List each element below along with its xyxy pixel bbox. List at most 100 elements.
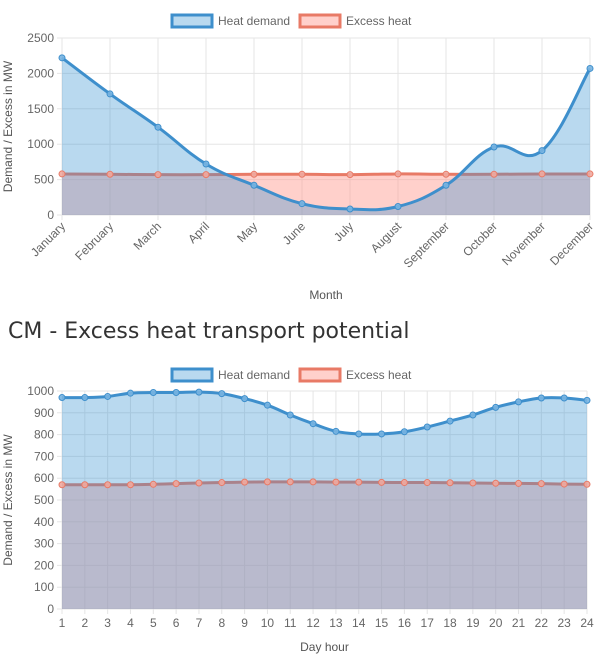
hourly-legend-label: Excess heat — [346, 368, 412, 382]
monthly-heat-demand-point — [298, 200, 306, 208]
monthly-y-tick-label: 1000 — [27, 137, 54, 151]
hourly-x-tick-label: 19 — [466, 616, 480, 630]
hourly-y-tick-label: 800 — [34, 428, 54, 442]
hourly-excess-heat-point — [378, 478, 386, 486]
hourly-excess-heat-area — [62, 481, 587, 609]
monthly-y-tick-label: 0 — [47, 208, 54, 222]
hourly-heat-demand-point — [332, 427, 340, 435]
monthly-x-tick-label: June — [280, 219, 309, 248]
monthly-x-axis-title: Month — [309, 288, 342, 302]
hourly-excess-heat-point — [218, 479, 226, 487]
monthly-heat-demand-point — [346, 205, 354, 213]
hourly-heat-demand-point — [81, 394, 89, 402]
hourly-y-tick-label: 500 — [34, 493, 54, 507]
hourly-y-axis-title: Demand / Excess in MW — [1, 434, 15, 566]
monthly-x-tick-label: March — [131, 219, 164, 252]
hourly-heat-demand-point — [515, 398, 523, 406]
hourly-heat-demand-point — [400, 428, 408, 436]
monthly-x-tick-label: July — [331, 219, 356, 244]
hourly-heat-demand-point — [104, 392, 112, 400]
monthly-heat-demand-point — [202, 160, 210, 168]
hourly-heat-demand-point — [241, 395, 249, 403]
monthly-excess-heat-point — [106, 170, 114, 178]
monthly-legend-label: Excess heat — [346, 14, 412, 28]
monthly-x-tick-label: May — [234, 219, 260, 245]
hourly-heat-demand-point — [309, 420, 317, 428]
monthly-excess-heat-point — [250, 170, 258, 178]
hourly-x-tick-label: 15 — [375, 616, 389, 630]
hourly-y-tick-label: 900 — [34, 406, 54, 420]
monthly-heat-demand-point — [250, 181, 258, 189]
monthly-legend-item-heat-demand: Heat demand — [170, 13, 290, 29]
hourly-y-tick-label: 200 — [34, 558, 54, 572]
monthly-x-tick-label: October — [460, 219, 500, 259]
hourly-y-axis: 0 100 200 300 400 500 600 700 800 900 1000 — [27, 384, 54, 616]
hourly-excess-heat-point — [515, 479, 523, 487]
monthly-y-tick-label: 1500 — [27, 102, 54, 116]
monthly-x-tick-label: September — [401, 219, 452, 270]
hourly-excess-heat-point — [263, 478, 271, 486]
hourly-x-tick-label: 3 — [104, 616, 111, 630]
hourly-heat-demand-point — [286, 411, 294, 419]
monthly-grid — [57, 37, 591, 220]
hourly-excess-heat-point — [126, 481, 134, 489]
monthly-heat-demand-points — [58, 54, 594, 213]
hourly-x-tick-label: 24 — [580, 616, 594, 630]
monthly-excess-heat-point — [298, 170, 306, 178]
hourly-legend-item-heat-demand: Heat demand — [170, 367, 290, 383]
monthly-excess-heat-points — [58, 170, 594, 179]
hourly-excess-heat-point — [81, 481, 89, 489]
hourly-x-tick-label: 23 — [557, 616, 571, 630]
monthly-heat-demand-point — [490, 143, 498, 151]
hourly-heat-demand-point — [560, 394, 568, 402]
hourly-y-tick-label: 300 — [34, 537, 54, 551]
hourly-x-tick-label: 8 — [218, 616, 225, 630]
monthly-excess-heat-point — [154, 171, 162, 179]
hourly-excess-heat-point — [172, 480, 180, 488]
monthly-heat-demand-point — [106, 90, 114, 98]
hourly-y-tick-label: 400 — [34, 515, 54, 529]
hourly-heat-demand-point — [583, 396, 591, 404]
monthly-y-axis: 0 500 1000 1500 2000 2500 — [27, 31, 54, 222]
monthly-y-tick-label: 2500 — [27, 31, 54, 45]
hourly-x-tick-label: 18 — [443, 616, 457, 630]
monthly-excess-heat-area — [62, 173, 590, 215]
monthly-demand-chart: Heat demand Excess heat 0 500 1000 1500 2000 25… — [1, 13, 596, 302]
monthly-excess-heat-point — [586, 170, 594, 178]
hourly-x-tick-label: 16 — [398, 616, 412, 630]
hourly-excess-heat-point — [149, 480, 157, 488]
monthly-x-tick-label: April — [185, 219, 212, 246]
hourly-x-tick-label: 21 — [512, 616, 526, 630]
hourly-x-tick-label: 4 — [127, 616, 134, 630]
monthly-excess-heat-point — [58, 170, 66, 178]
monthly-legend-swatch — [298, 13, 342, 29]
monthly-heat-demand-point — [394, 203, 402, 211]
hourly-excess-heat-points — [58, 478, 591, 489]
monthly-x-axis: January February March April May June July Augu… — [28, 219, 596, 271]
monthly-heat-demand-point — [58, 54, 66, 62]
monthly-legend-swatch — [170, 13, 214, 29]
hourly-excess-heat-point — [537, 480, 545, 488]
hourly-excess-heat-point — [560, 480, 568, 488]
hourly-x-tick-label: 6 — [173, 616, 180, 630]
monthly-heat-demand-point — [154, 123, 162, 131]
hourly-heat-demand-area — [62, 392, 587, 609]
hourly-heat-demand-point — [218, 390, 226, 398]
hourly-excess-heat-point — [104, 481, 112, 489]
hourly-x-tick-label: 20 — [489, 616, 503, 630]
hourly-excess-heat-point — [332, 478, 340, 486]
monthly-legend: Heat demand Excess heat — [170, 13, 412, 29]
monthly-excess-heat-line — [61, 172, 591, 177]
hourly-heat-demand-point — [58, 394, 66, 402]
hourly-legend-label: Heat demand — [218, 368, 290, 382]
monthly-heat-demand-point — [442, 181, 450, 189]
hourly-heat-demand-point — [126, 389, 134, 397]
hourly-excess-heat-point — [355, 478, 363, 486]
hourly-heat-demand-point — [172, 389, 180, 397]
section-title: CM - Excess heat transport potential — [8, 319, 410, 344]
hourly-demand-chart: Heat demand Excess heat010020030040050060… — [1, 367, 594, 654]
monthly-excess-heat-point — [442, 170, 450, 178]
hourly-y-tick-label: 600 — [34, 471, 54, 485]
hourly-heat-demand-point — [149, 389, 157, 397]
hourly-excess-heat-point — [583, 480, 591, 488]
